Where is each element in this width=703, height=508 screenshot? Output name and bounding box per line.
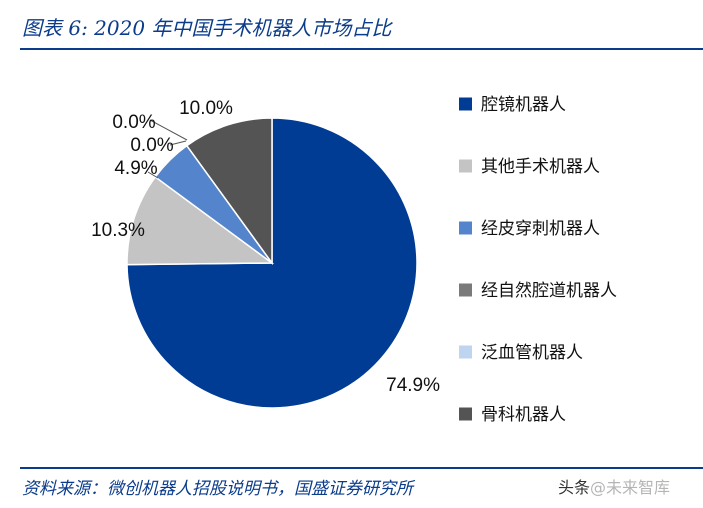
data-label-6: 10.0%: [179, 98, 233, 119]
source-rule: [20, 467, 703, 469]
watermark-text: @未来智库: [590, 478, 671, 497]
legend-label-3: 经皮穿刺机器人: [481, 219, 600, 239]
pie-slice-6: [185, 117, 273, 266]
legend-label-6: 骨科机器人: [481, 405, 566, 425]
pie-slice-2: [126, 175, 275, 266]
pie-labels: 74.9%10.3%4.9%0.0%0.0%10.0%: [91, 98, 440, 396]
legend-swatch-1: [459, 97, 472, 111]
data-label-2: 10.3%: [91, 220, 145, 241]
data-label-4: 0.0%: [112, 112, 155, 133]
pie-slice-1: [126, 117, 418, 409]
leader-line-4: [149, 119, 188, 141]
data-label-5: 0.0%: [130, 135, 173, 156]
legend-swatch-3: [459, 221, 472, 235]
data-label-3: 4.9%: [114, 158, 157, 179]
leader-line-3: [147, 171, 159, 179]
legend-label-1: 腔镜机器人: [481, 95, 566, 115]
data-label-1: 74.9%: [386, 375, 440, 396]
source-note: 资料来源：微创机器人招股说明书，国盛证券研究所: [22, 479, 413, 499]
title-rule: [20, 48, 703, 50]
watermark-prefix: 头条: [558, 478, 591, 497]
legend-swatch-6: [459, 407, 472, 421]
legend-swatch-2: [459, 159, 472, 173]
pie-slices: [126, 117, 418, 409]
figure-title: 图表 6: 2020 年中国手术机器人市场占比: [22, 16, 392, 40]
watermark: 头条@未来智库: [558, 474, 670, 498]
legend-label-5: 泛血管机器人: [481, 343, 583, 363]
leader-line-5: [169, 140, 187, 146]
legend-swatch-5: [459, 345, 472, 359]
legend-label-4: 经自然腔道机器人: [481, 281, 617, 301]
legend-label-2: 其他手术机器人: [481, 157, 600, 177]
legend-swatch-4: [459, 283, 472, 297]
